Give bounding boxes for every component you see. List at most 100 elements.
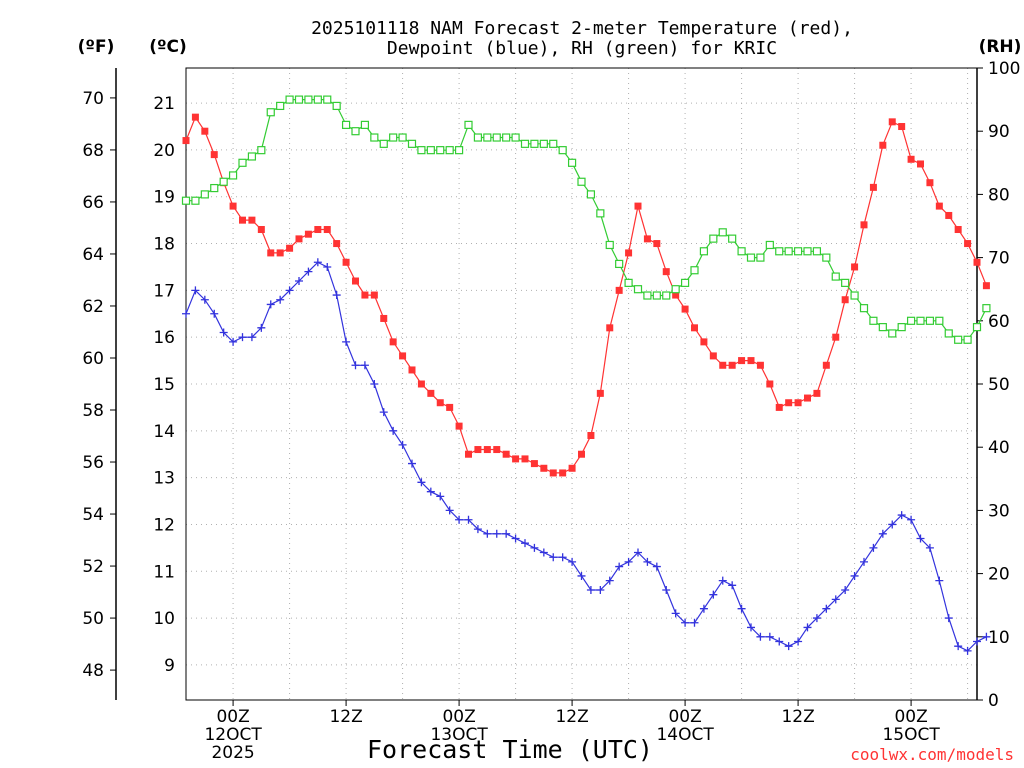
dewpoint-point	[360, 361, 369, 370]
series-layer	[181, 95, 991, 655]
rh-point	[765, 240, 774, 250]
temperature-point	[898, 123, 906, 131]
dewpoint-point	[521, 539, 529, 548]
dewpoint-point	[643, 557, 652, 566]
temperature-point	[615, 286, 623, 294]
fahrenheit-unit-label: (ºF)	[78, 37, 115, 57]
temperature-point	[860, 221, 868, 229]
rh-point	[718, 228, 727, 237]
dewpoint-point	[624, 557, 633, 566]
temperature-point	[493, 446, 501, 454]
temperature-point	[257, 226, 265, 234]
temperature-point	[756, 361, 764, 369]
dewpoint-point	[492, 529, 501, 538]
dewpoint-point	[963, 646, 972, 655]
rh-tick-label: 70	[988, 249, 1010, 269]
rh-point	[982, 304, 991, 313]
dewpoint-point	[671, 609, 680, 618]
rh-point	[690, 266, 699, 275]
dewpoint-point	[408, 459, 416, 468]
temperature-point	[229, 202, 237, 210]
celsius-tick-label: 15	[153, 375, 175, 395]
rh-point	[737, 247, 746, 256]
rh-point	[869, 316, 878, 325]
gridlines	[186, 68, 977, 700]
temperature-point	[248, 216, 256, 224]
temperature-point	[304, 230, 312, 238]
x-tick-label: 12Z	[781, 707, 814, 727]
dewpoint-point	[276, 295, 285, 304]
rh-point	[511, 133, 520, 142]
rh-point	[539, 139, 548, 148]
dewpoint-point	[690, 618, 699, 627]
dewpoint-point	[445, 506, 454, 515]
temperature-point	[804, 394, 811, 402]
rh-point	[426, 146, 435, 155]
temperature-point	[502, 450, 510, 458]
dewpoint-point	[558, 553, 567, 562]
dewpoint-point	[219, 328, 228, 337]
rh-point	[294, 95, 304, 104]
dewpoint-point	[728, 581, 737, 590]
celsius-tick-label: 21	[153, 94, 175, 114]
dewpoint-point	[436, 492, 445, 501]
rh-point	[191, 196, 200, 205]
dewpoint-point	[266, 300, 275, 309]
temperature-point	[935, 202, 943, 210]
rh-point	[520, 139, 530, 148]
temperature-point	[606, 324, 614, 332]
rh-tick-label: 80	[988, 185, 1010, 205]
rh-tick-label: 50	[988, 375, 1010, 395]
dewpoint-point	[568, 557, 577, 566]
temperature-point	[813, 389, 821, 397]
x-tick-label: 12Z	[555, 707, 588, 727]
dewpoint-point	[831, 595, 840, 604]
temperature-point	[625, 249, 633, 257]
temperature-point	[738, 357, 746, 365]
dewpoint-point	[577, 571, 586, 580]
temperature-point	[521, 455, 529, 463]
x-tick-label: 12Z	[329, 707, 362, 727]
rh-point	[906, 316, 916, 325]
temperature-point	[653, 240, 661, 248]
fahrenheit-tick-label: 60	[82, 349, 104, 369]
x-axis-title: Forecast Time (UTC)	[367, 735, 653, 764]
dewpoint-point	[850, 571, 859, 580]
x-tick-label: 00Z	[442, 707, 475, 727]
temperature-point	[709, 352, 717, 360]
rh-point	[916, 316, 925, 325]
dewpoint-point	[295, 277, 303, 286]
rh-point	[445, 146, 454, 155]
dewpoint-point	[718, 576, 727, 585]
temperature-point	[596, 389, 604, 397]
celsius-unit-label: (ºC)	[149, 37, 187, 57]
x-tick-label: 00Z	[668, 707, 701, 727]
fahrenheit-tick-label: 54	[82, 505, 104, 525]
celsius-tick-label: 9	[164, 656, 175, 676]
dewpoint-point	[888, 520, 897, 529]
fahrenheit-tick-label: 52	[82, 557, 104, 577]
rh-point	[888, 329, 897, 338]
rh-tick-label: 40	[988, 438, 1010, 458]
rh-point	[228, 171, 238, 180]
rh-tick-label: 0	[988, 691, 999, 711]
dewpoint-point	[502, 529, 511, 538]
dewpoint-point	[747, 623, 755, 632]
rh-point	[680, 278, 690, 287]
rh-point	[812, 247, 822, 256]
rh-point	[756, 253, 765, 262]
rh-point	[793, 247, 803, 256]
dewpoint-point	[182, 309, 190, 318]
celsius-tick-label: 11	[153, 562, 175, 582]
celsius-tick-label: 20	[153, 141, 175, 161]
rh-point	[746, 253, 756, 262]
temperature-point	[785, 399, 793, 407]
dewpoint-point	[860, 557, 868, 566]
rh-point	[407, 139, 417, 148]
dewpoint-point	[803, 623, 812, 632]
rh-point	[285, 95, 294, 104]
rh-point	[464, 120, 473, 129]
rh-point	[332, 101, 341, 111]
rh-point	[897, 323, 906, 332]
